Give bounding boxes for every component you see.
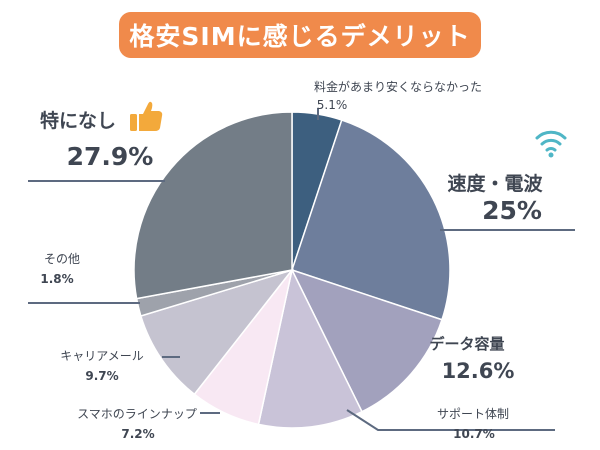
label-data-name: データ容量: [429, 335, 504, 353]
label-other-value: 1.8%: [40, 272, 73, 286]
pie-slice-1: [291, 119, 451, 321]
thumbs-up-icon: [130, 101, 163, 131]
pie-slice-7: [133, 111, 293, 300]
label-carrier-mail-name: キャリアメール: [60, 349, 143, 363]
label-support-name: サポート体制: [437, 407, 509, 421]
chart-title: 格安SIMに感じるデメリット: [119, 12, 481, 58]
label-carrier-mail-value: 9.7%: [85, 369, 118, 383]
chart-title-text: 格安SIMに感じるデメリット: [129, 22, 471, 51]
label-support-value: 10.7%: [453, 427, 495, 441]
leader-lines: [28, 108, 575, 431]
label-lineup-value: 7.2%: [121, 427, 154, 441]
label-price-value: 5.1%: [317, 98, 348, 112]
label-lineup-name: スマホのラインナップ: [77, 407, 197, 421]
label-data-value: 12.6%: [442, 359, 515, 383]
label-price-name: 料金があまり安くならなかった: [314, 79, 482, 94]
leader-line-support: [346, 409, 555, 431]
wifi-icon: [535, 130, 567, 158]
label-speed-name: 速度・電波: [447, 172, 543, 195]
label-other-name: その他: [44, 252, 80, 266]
pie-slice-2: [290, 268, 443, 413]
label-speed-value: 25%: [482, 196, 542, 225]
pie-slice-5: [139, 268, 295, 396]
pie-slice-3: [257, 267, 363, 429]
label-no-issue-name: 特になし: [40, 110, 116, 132]
label-no-issue-value: 27.9%: [67, 142, 154, 171]
pie-slices: [133, 111, 451, 429]
